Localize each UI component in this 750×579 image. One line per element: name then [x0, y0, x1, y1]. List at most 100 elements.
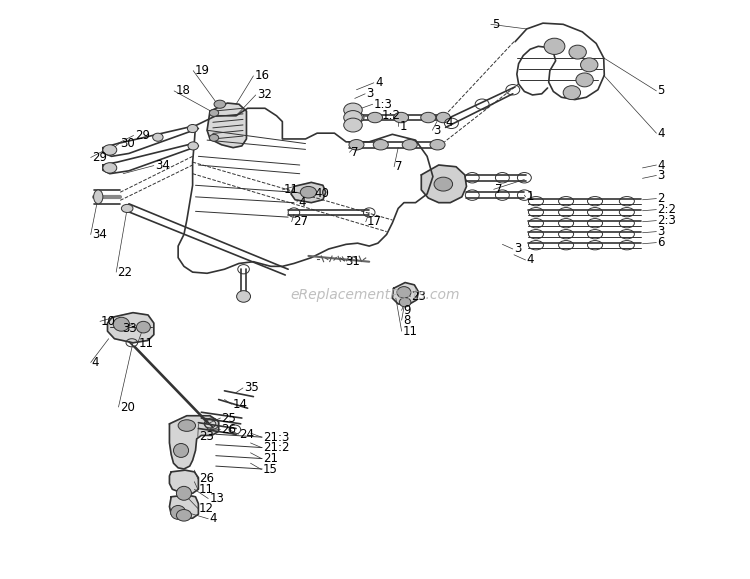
Text: 4: 4: [92, 356, 99, 369]
Text: 35: 35: [244, 382, 259, 394]
Text: 34: 34: [92, 228, 106, 241]
Text: 1:3: 1:3: [374, 98, 393, 111]
Ellipse shape: [576, 73, 593, 87]
Text: 6: 6: [658, 236, 665, 249]
Ellipse shape: [188, 124, 198, 133]
Text: 2: 2: [658, 192, 665, 205]
Text: 4: 4: [658, 127, 665, 140]
Ellipse shape: [436, 112, 450, 123]
Ellipse shape: [344, 103, 362, 117]
Ellipse shape: [421, 112, 436, 123]
Ellipse shape: [176, 486, 191, 500]
Text: 3: 3: [366, 87, 374, 100]
Text: 10: 10: [101, 315, 116, 328]
Text: 21:2: 21:2: [262, 441, 290, 454]
Text: 32: 32: [257, 89, 272, 101]
Text: 1: 1: [526, 190, 534, 203]
Text: 4: 4: [526, 254, 534, 266]
Text: 15: 15: [262, 463, 278, 476]
Ellipse shape: [103, 145, 117, 155]
Text: 17: 17: [367, 215, 382, 228]
Ellipse shape: [344, 111, 362, 124]
Text: 9: 9: [403, 304, 410, 317]
Text: eReplacementParts.com: eReplacementParts.com: [290, 288, 460, 302]
Ellipse shape: [563, 86, 580, 100]
Text: 1: 1: [399, 120, 406, 133]
Ellipse shape: [136, 321, 150, 333]
Text: 11: 11: [284, 184, 298, 196]
Ellipse shape: [544, 38, 565, 54]
Text: 25: 25: [221, 412, 236, 424]
Ellipse shape: [430, 140, 445, 150]
Ellipse shape: [394, 112, 409, 123]
Ellipse shape: [176, 510, 191, 521]
Text: 7: 7: [351, 146, 358, 159]
Text: 27: 27: [292, 215, 308, 228]
Text: 22: 22: [117, 266, 132, 278]
Text: 24: 24: [239, 428, 254, 441]
Text: 21: 21: [262, 452, 278, 465]
Text: 3: 3: [658, 225, 665, 238]
Text: 2:3: 2:3: [658, 214, 676, 227]
Text: 3: 3: [658, 169, 665, 182]
Text: 40: 40: [314, 187, 329, 200]
Ellipse shape: [349, 112, 364, 123]
Ellipse shape: [402, 140, 417, 150]
Text: 20: 20: [120, 401, 134, 413]
Polygon shape: [170, 495, 199, 518]
Text: 4: 4: [209, 512, 217, 525]
Ellipse shape: [173, 444, 188, 457]
Polygon shape: [291, 182, 326, 203]
Ellipse shape: [434, 177, 452, 191]
Ellipse shape: [209, 109, 219, 116]
Text: 5: 5: [658, 85, 665, 97]
Ellipse shape: [122, 204, 133, 212]
Text: 4: 4: [445, 116, 452, 129]
Text: 8: 8: [403, 314, 410, 327]
Text: 14: 14: [232, 398, 248, 411]
Polygon shape: [207, 103, 247, 148]
Text: 3: 3: [514, 243, 521, 255]
Text: 26: 26: [221, 423, 236, 436]
Text: 1:2: 1:2: [382, 109, 401, 122]
Text: 29: 29: [92, 151, 106, 164]
Ellipse shape: [349, 140, 364, 150]
Ellipse shape: [368, 112, 382, 123]
Ellipse shape: [236, 291, 250, 302]
Text: 4: 4: [375, 76, 382, 89]
Text: 13: 13: [209, 492, 224, 505]
Ellipse shape: [344, 118, 362, 132]
Ellipse shape: [209, 134, 219, 141]
Text: 30: 30: [120, 137, 135, 150]
Ellipse shape: [569, 45, 586, 59]
Text: 16: 16: [254, 69, 269, 82]
Text: 7: 7: [495, 183, 502, 196]
Text: 34: 34: [155, 159, 170, 172]
Text: 21:3: 21:3: [262, 431, 289, 444]
Text: 4: 4: [298, 196, 305, 208]
Ellipse shape: [113, 317, 130, 331]
Ellipse shape: [300, 186, 316, 198]
Text: 11: 11: [403, 325, 418, 338]
Ellipse shape: [374, 140, 388, 150]
Text: 3: 3: [433, 124, 441, 137]
Polygon shape: [170, 416, 219, 469]
Text: 2:2: 2:2: [658, 203, 676, 216]
Text: 5: 5: [493, 18, 500, 31]
Ellipse shape: [170, 505, 186, 519]
Text: 33: 33: [122, 323, 136, 335]
Text: 23: 23: [199, 430, 214, 443]
Ellipse shape: [399, 298, 411, 307]
Ellipse shape: [188, 142, 199, 150]
Polygon shape: [422, 165, 466, 203]
Polygon shape: [392, 283, 418, 305]
Polygon shape: [107, 313, 154, 343]
Text: 23: 23: [412, 290, 426, 303]
Ellipse shape: [397, 287, 411, 298]
Text: 11: 11: [139, 337, 154, 350]
Polygon shape: [170, 470, 199, 493]
Ellipse shape: [214, 100, 226, 108]
Text: 18: 18: [176, 85, 190, 97]
Text: 12: 12: [199, 502, 214, 515]
Text: 4: 4: [658, 159, 665, 171]
